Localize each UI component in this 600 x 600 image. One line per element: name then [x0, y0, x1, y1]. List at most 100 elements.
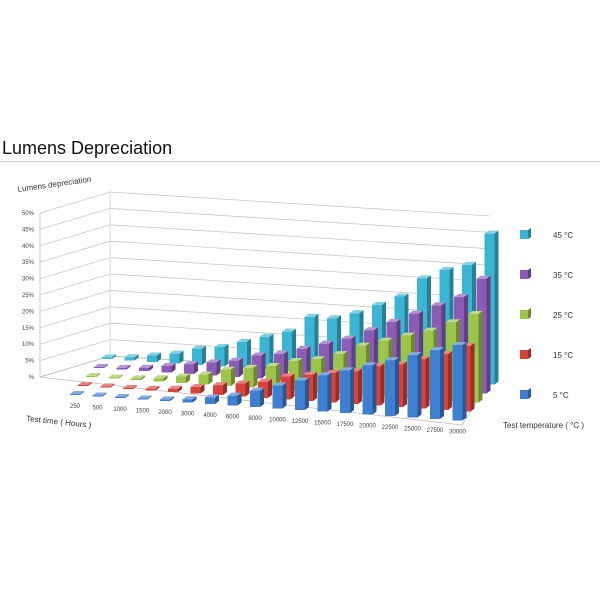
bar-front	[92, 395, 103, 397]
bar-side	[327, 372, 332, 412]
bar	[161, 362, 176, 373]
bar-top	[266, 363, 280, 367]
bar-top	[439, 266, 454, 270]
bar-top	[258, 378, 272, 382]
bar-side	[269, 333, 274, 370]
z-axis-label: Test temperature ( °C )	[503, 421, 584, 430]
bar-side	[268, 378, 272, 398]
x-tick-label: 15000	[314, 421, 331, 427]
bar-top	[115, 394, 129, 397]
bar	[123, 385, 137, 389]
bar-top	[116, 364, 131, 368]
bar-top	[311, 356, 325, 360]
bar-top	[317, 372, 332, 376]
bar-side	[192, 396, 197, 403]
bar	[237, 338, 251, 368]
bar-top	[274, 350, 288, 354]
bar-side	[88, 382, 92, 386]
bar-top	[160, 396, 174, 400]
bar-side	[155, 385, 160, 391]
bar-side	[170, 396, 174, 401]
bar	[108, 374, 123, 379]
bar-top	[430, 347, 444, 351]
legend-label: 45 °C	[553, 231, 573, 240]
bar-top	[123, 385, 137, 388]
bar-side	[118, 374, 123, 379]
bar-top	[319, 340, 333, 344]
bar-top	[364, 327, 378, 331]
bar-side	[110, 383, 115, 388]
bar-top	[169, 350, 184, 354]
bar-side	[478, 310, 483, 403]
bar-front	[123, 388, 133, 389]
bar-front	[147, 355, 157, 362]
bar-front	[243, 367, 254, 388]
legend-swatch	[520, 310, 528, 319]
bar-front	[153, 378, 164, 382]
bar-top	[468, 310, 483, 314]
bar-top	[108, 374, 123, 378]
bar-top	[372, 301, 386, 305]
y-axis-label: Lumens depreciation	[17, 175, 92, 194]
bar-top	[131, 375, 145, 379]
bar-front	[192, 348, 202, 365]
bar-front	[182, 399, 193, 403]
bar	[452, 342, 467, 421]
bar-top	[327, 315, 341, 319]
bar-front	[221, 369, 231, 386]
bar-top	[213, 382, 227, 386]
bar	[250, 387, 264, 407]
bar-front	[169, 353, 180, 364]
bar-front	[145, 388, 156, 391]
bar-side	[186, 373, 190, 383]
bar-top	[100, 383, 115, 387]
bar-side	[126, 364, 131, 370]
bar	[227, 392, 242, 406]
bar-side	[305, 377, 309, 410]
bar-side	[125, 394, 129, 398]
bar	[137, 395, 152, 400]
y-tick-label: 45%	[22, 227, 35, 233]
bar-top	[214, 343, 229, 347]
bar	[116, 364, 131, 370]
bar-top	[385, 357, 399, 361]
bar-side	[282, 382, 287, 409]
bar-side	[237, 392, 242, 406]
bar	[147, 352, 161, 362]
bar	[131, 375, 145, 380]
bar	[184, 361, 198, 374]
bar-side	[260, 387, 264, 407]
bar-side	[141, 375, 145, 380]
bar-top	[476, 275, 491, 279]
bar-side	[223, 382, 227, 395]
legend-label: 35 °C	[553, 271, 573, 280]
bar-top	[340, 367, 354, 371]
bar-front	[78, 385, 88, 386]
x-tick-label: 22500	[382, 425, 399, 431]
bar-side	[96, 373, 100, 377]
bar-top	[417, 275, 431, 279]
y-tick-label: 40%	[22, 244, 35, 250]
bar	[214, 343, 229, 367]
bar-top	[137, 395, 152, 399]
bar-front	[100, 386, 111, 388]
bar	[86, 373, 100, 377]
bar	[182, 396, 197, 403]
bar-side	[163, 375, 168, 382]
bar-side	[462, 342, 467, 421]
bar	[340, 367, 354, 413]
bar-front	[385, 360, 395, 416]
bar	[70, 391, 84, 395]
x-tick-label: 12500	[292, 419, 309, 425]
bar	[205, 394, 219, 404]
bar-top	[251, 352, 266, 356]
bar-side	[231, 366, 235, 386]
bar-side	[261, 352, 266, 379]
x-tick-label: 6000	[226, 415, 240, 421]
bar-top	[259, 333, 274, 337]
bar-front	[213, 385, 223, 395]
legend-swatch	[520, 270, 528, 279]
x-tick-label: 1500	[136, 409, 150, 415]
bar-front	[115, 397, 125, 398]
bar-front	[266, 366, 276, 389]
